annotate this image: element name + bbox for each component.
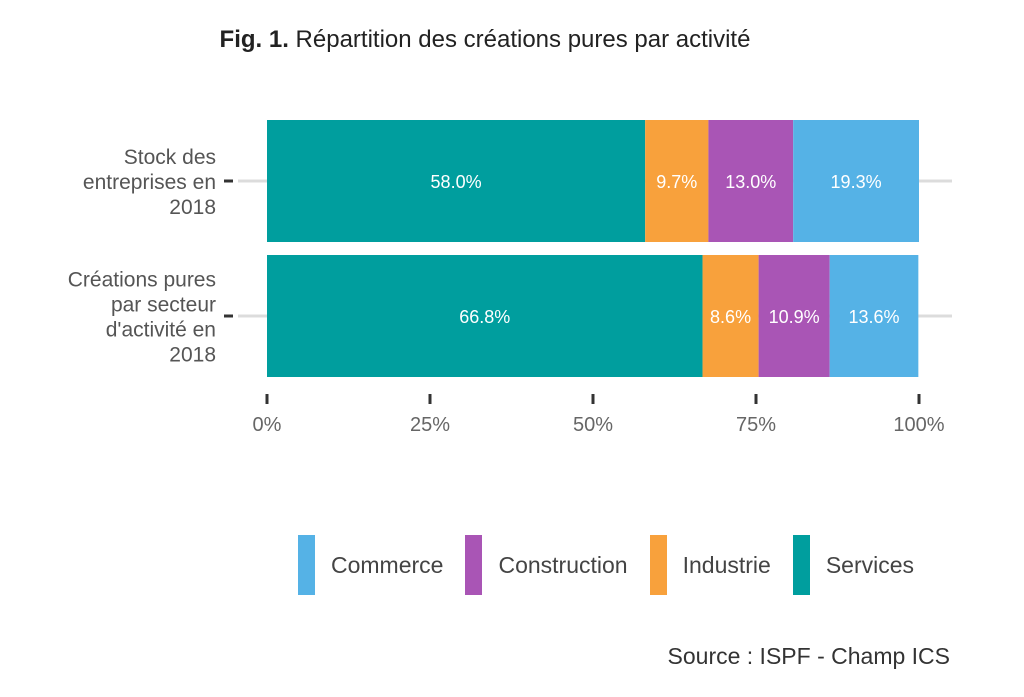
legend-item-commerce: Commerce: [298, 535, 443, 595]
stacked-bar-chart: 58.0% 9.7% 13.0% 19.3% 66.8% 8.6% 10.9% 13.6% St…: [68, 120, 952, 436]
x-tick-label: 50%: [573, 414, 613, 436]
legend-swatch: [649, 535, 667, 595]
bar-segment-construction: [708, 120, 794, 242]
x-tick-label: 25%: [410, 414, 450, 436]
legend-label: Commerce: [331, 551, 444, 578]
data-label: 13.6%: [848, 307, 899, 327]
legend-label: Industrie: [682, 551, 771, 578]
data-label: 19.3%: [831, 172, 882, 192]
legend-label: Construction: [498, 551, 628, 578]
bar-segment-industrie: [702, 255, 759, 377]
legend-swatch: [792, 535, 810, 595]
bar-segment-services: [267, 255, 703, 377]
bar-segment-commerce: [829, 255, 919, 377]
legend-item-services: Services: [792, 535, 915, 595]
legend-swatch: [465, 535, 483, 595]
x-tick-label: 75%: [736, 414, 776, 436]
x-tick-label: 0%: [253, 414, 282, 436]
category-label: Créations pures par secteur d'activité en 2…: [68, 269, 216, 367]
category-label: Stock des entreprises en 2018: [83, 146, 216, 219]
chart-title: Fig. 1. Répartition des créations pures …: [0, 26, 970, 54]
data-label: 58.0%: [431, 172, 482, 192]
data-label: 10.9%: [769, 307, 820, 327]
bar-segment-industrie: [645, 120, 709, 242]
legend-swatch: [298, 535, 315, 595]
x-tick-label: 100%: [893, 414, 944, 436]
figure-number: Fig. 1.: [219, 26, 289, 53]
bar-segment-services: [267, 120, 646, 242]
legend-item-construction: Construction: [465, 535, 628, 595]
data-label: 9.7%: [656, 172, 697, 192]
data-label: 66.8%: [459, 307, 510, 327]
figure-caption: Répartition des créations pures par acti…: [295, 26, 751, 53]
legend-item-industrie: Industrie: [649, 535, 771, 595]
legend-label: Services: [825, 551, 915, 578]
bar-segment-construction: [758, 255, 830, 377]
source-note: Source : ISPF - Champ ICS: [667, 643, 950, 669]
chart-legend: Commerce Construction Industrie Services: [298, 535, 936, 595]
data-label: 8.6%: [710, 307, 751, 327]
bar-segment-commerce: [793, 120, 919, 242]
data-label: 13.0%: [725, 172, 776, 192]
